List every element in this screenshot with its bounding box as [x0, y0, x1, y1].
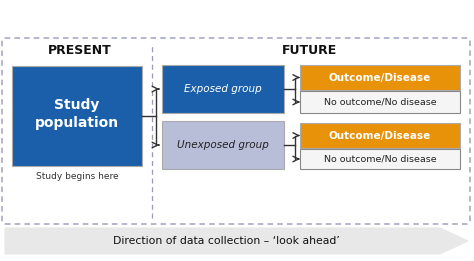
Text: Study
population: Study population — [35, 98, 119, 130]
Text: Study begins here: Study begins here — [36, 172, 118, 181]
Text: Outcome/Disease: Outcome/Disease — [329, 73, 431, 82]
FancyBboxPatch shape — [300, 123, 460, 148]
FancyBboxPatch shape — [162, 65, 284, 113]
Text: Outcome/Disease: Outcome/Disease — [329, 130, 431, 140]
Text: Direction of data collection – ‘look ahead’: Direction of data collection – ‘look ahe… — [113, 236, 340, 246]
Text: No outcome/No disease: No outcome/No disease — [324, 98, 436, 106]
Text: FUTURE: FUTURE — [283, 44, 337, 57]
FancyBboxPatch shape — [162, 121, 284, 169]
Text: Exposed group: Exposed group — [184, 84, 262, 94]
FancyBboxPatch shape — [300, 65, 460, 90]
Text: PRESENT: PRESENT — [48, 44, 112, 57]
FancyArrow shape — [5, 228, 468, 254]
Text: No outcome/No disease: No outcome/No disease — [324, 155, 436, 163]
FancyBboxPatch shape — [300, 91, 460, 113]
Text: Unexposed group: Unexposed group — [177, 140, 269, 150]
FancyBboxPatch shape — [300, 149, 460, 169]
FancyBboxPatch shape — [12, 66, 142, 166]
